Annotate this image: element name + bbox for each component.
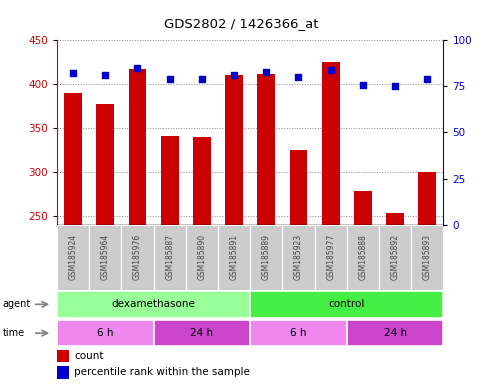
Bar (257, 74, 275, 225)
Text: control: control (328, 299, 365, 310)
Bar (57, 350, 69, 362)
Point (262, 69, 270, 75)
Bar (314, 225, 347, 290)
Text: GSM185888: GSM185888 (358, 234, 368, 280)
Text: 24 h: 24 h (190, 328, 213, 338)
Point (198, 76, 206, 82)
Point (230, 72, 238, 78)
Text: GSM185923: GSM185923 (294, 234, 303, 280)
Bar (418, 172, 436, 225)
Bar (290, 150, 307, 225)
Text: GSM185924: GSM185924 (69, 234, 78, 280)
Point (391, 83, 399, 89)
Point (295, 74, 302, 80)
Text: GSM185891: GSM185891 (229, 234, 239, 280)
Text: count: count (74, 351, 104, 361)
Bar (57, 291, 250, 318)
Bar (250, 320, 347, 346)
Bar (411, 225, 443, 290)
Text: GSM185976: GSM185976 (133, 234, 142, 280)
Point (166, 76, 173, 82)
Bar (121, 225, 154, 290)
Bar (128, 69, 146, 225)
Bar (218, 225, 250, 290)
Bar (154, 225, 186, 290)
Bar (57, 225, 89, 290)
Text: GSM185889: GSM185889 (262, 234, 271, 280)
Text: GDS2802 / 1426366_at: GDS2802 / 1426366_at (164, 17, 319, 30)
Bar (379, 225, 411, 290)
Text: 6 h: 6 h (97, 328, 114, 338)
Bar (250, 225, 283, 290)
Text: time: time (2, 328, 25, 338)
Point (327, 67, 335, 73)
Text: GSM185977: GSM185977 (326, 234, 335, 280)
Point (134, 65, 142, 71)
Bar (161, 136, 179, 225)
Bar (154, 320, 250, 346)
Text: GSM185964: GSM185964 (101, 234, 110, 280)
Bar (225, 74, 243, 225)
Bar (97, 104, 114, 225)
Point (69, 70, 77, 76)
Bar (57, 320, 154, 346)
Text: GSM185890: GSM185890 (198, 234, 206, 280)
Bar (186, 225, 218, 290)
Bar (193, 137, 211, 225)
Text: dexamethasone: dexamethasone (112, 299, 196, 310)
Bar (347, 320, 443, 346)
Point (101, 72, 109, 78)
Text: 24 h: 24 h (384, 328, 407, 338)
Point (359, 81, 367, 88)
Bar (64, 93, 82, 225)
Text: GSM185892: GSM185892 (391, 234, 399, 280)
Point (424, 76, 431, 82)
Bar (386, 213, 404, 225)
Text: GSM185893: GSM185893 (423, 234, 432, 280)
Bar (250, 291, 443, 318)
Bar (57, 366, 69, 379)
Bar (354, 191, 372, 225)
Text: 6 h: 6 h (290, 328, 307, 338)
Bar (89, 225, 121, 290)
Bar (322, 62, 340, 225)
Bar (283, 225, 314, 290)
Bar (347, 225, 379, 290)
Text: GSM185887: GSM185887 (165, 234, 174, 280)
Text: percentile rank within the sample: percentile rank within the sample (74, 367, 250, 377)
Text: agent: agent (2, 299, 30, 310)
